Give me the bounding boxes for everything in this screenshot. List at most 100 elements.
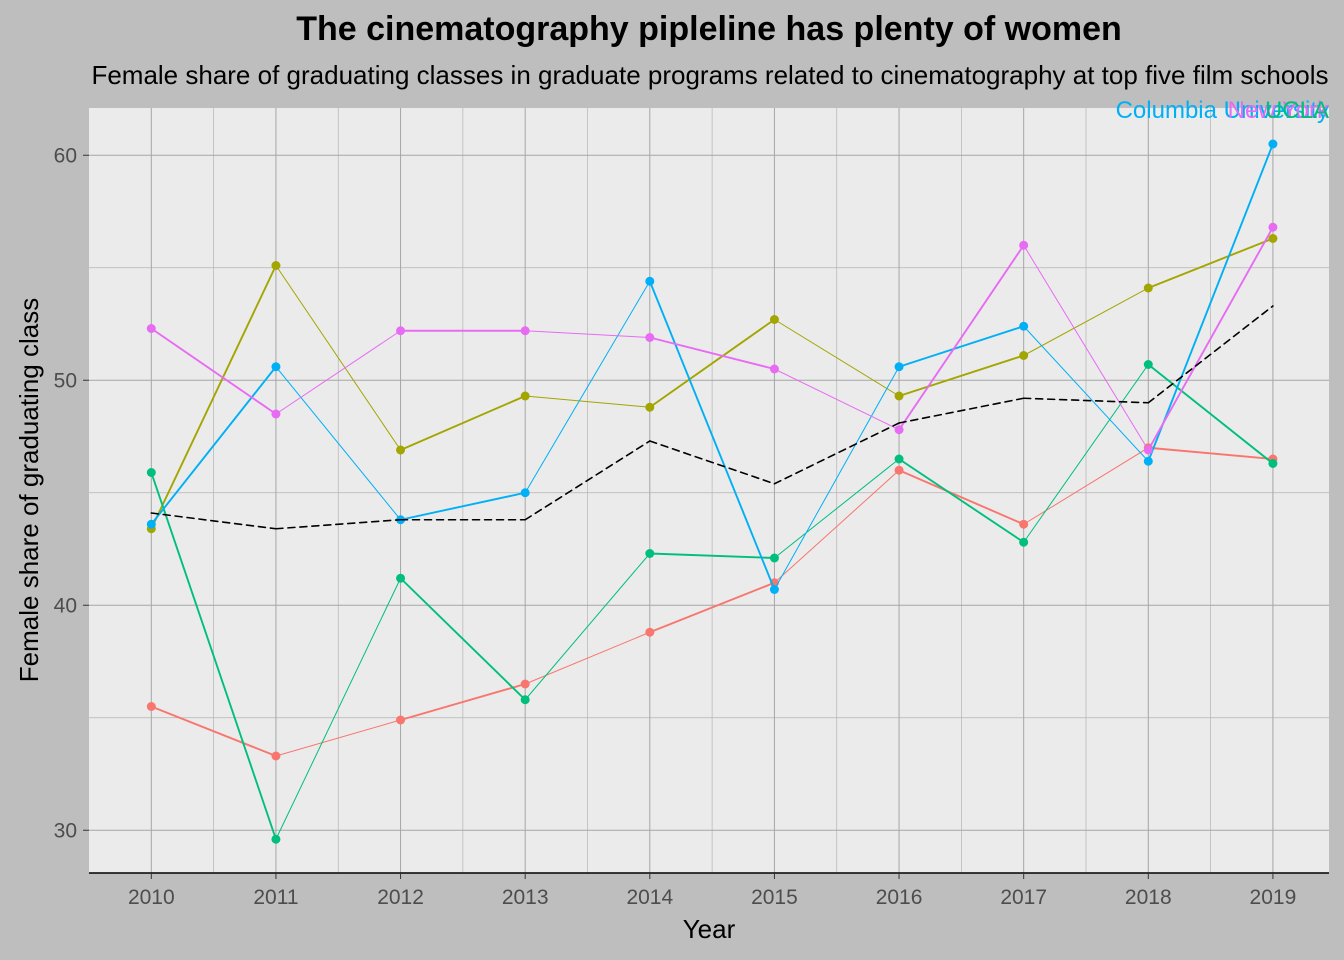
y-tick-label: 40 [54, 594, 77, 617]
data-point [1268, 222, 1278, 232]
plot-panel [89, 108, 1329, 873]
series-segment [1023, 244, 1149, 451]
series-segment [898, 458, 1025, 544]
x-tick-label: 2012 [377, 886, 424, 909]
series-segment [773, 422, 900, 485]
data-point [146, 702, 156, 711]
series-segment [648, 318, 776, 409]
data-point [645, 276, 655, 286]
chart-title: The cinematography pipleline has plenty … [296, 10, 1122, 48]
series-segment [399, 683, 527, 721]
data-point [894, 391, 904, 401]
series-segment [648, 280, 776, 591]
data-point [1019, 537, 1029, 547]
y-tick-label: 50 [54, 369, 77, 392]
series-segment [1023, 364, 1149, 543]
data-point [271, 362, 281, 372]
data-point [769, 553, 779, 563]
series-segment [524, 553, 651, 701]
data-point [520, 391, 530, 401]
series-4 [146, 139, 1278, 594]
series-segment [1023, 447, 1149, 525]
series-segment [150, 365, 277, 526]
series-segment [275, 366, 402, 521]
x-axis-label: Year [683, 914, 736, 944]
series-segment [524, 440, 651, 521]
x-axis-ticks: 2010 2011 2012 2013 2014 2015 2016 2017 2018 2019 [128, 873, 1296, 909]
series-segment [275, 518, 402, 530]
data-point [1019, 519, 1029, 529]
series-annotation: Columbia University [1116, 97, 1329, 124]
y-axis-label: Female share of graduating class [14, 298, 44, 682]
series-segment [1022, 397, 1150, 404]
series-segment [150, 705, 277, 757]
series-segment [1147, 226, 1274, 451]
data-point [645, 402, 655, 412]
series-segment [399, 491, 527, 521]
data-point [645, 549, 655, 558]
series-segment [648, 581, 776, 634]
series-segment [649, 440, 776, 485]
data-point [396, 326, 406, 336]
series-segment [773, 319, 900, 397]
y-axis-ticks: 30 40 50 60 [54, 144, 89, 842]
series-segment [1147, 237, 1274, 289]
series-segment [773, 366, 900, 590]
data-point [271, 409, 281, 419]
data-point [1268, 234, 1278, 243]
series-segment [773, 469, 900, 584]
x-tick-label: 2017 [1000, 886, 1047, 909]
series-segment [898, 244, 1025, 431]
series-3 [146, 360, 1278, 844]
data-point [894, 454, 904, 464]
data-point [894, 362, 904, 372]
series-segment [898, 354, 1025, 397]
x-tick-label: 2014 [626, 886, 673, 909]
series-segment [275, 265, 402, 451]
data-point [1019, 240, 1029, 250]
data-point [1143, 360, 1153, 369]
data-point [271, 261, 281, 270]
series-segment [898, 469, 1025, 526]
data-point [1143, 456, 1153, 466]
data-point [1019, 321, 1029, 331]
x-tick-label: 2016 [876, 886, 923, 909]
series-annotation: UCLA [1265, 97, 1329, 124]
series-5 [146, 222, 1278, 455]
series-segment [524, 280, 651, 494]
data-point [769, 585, 779, 594]
data-point [396, 445, 406, 455]
series-segment [1147, 305, 1274, 404]
y-tick-label: 60 [54, 144, 77, 167]
data-point [396, 573, 406, 583]
series-segment [1147, 143, 1274, 463]
series-segment [524, 330, 651, 338]
series-segment [1023, 287, 1149, 356]
data-point [520, 488, 530, 498]
series-segment [150, 512, 277, 530]
data-point [146, 519, 156, 529]
data-point [271, 751, 281, 761]
x-tick-label: 2011 [253, 886, 298, 909]
series-segment [150, 264, 277, 530]
series-segment [275, 330, 402, 415]
series-layer [146, 139, 1278, 844]
data-point [146, 324, 156, 333]
series-segment [898, 325, 1025, 368]
data-point [396, 715, 406, 725]
series-segment [399, 395, 527, 451]
x-tick-label: 2018 [1125, 886, 1172, 909]
y-tick-label: 30 [54, 819, 77, 842]
data-point [520, 679, 530, 689]
data-point [520, 695, 530, 705]
series-segment [275, 719, 402, 757]
series-segment [275, 577, 402, 840]
series-segment [524, 395, 651, 408]
x-tick-label: 2013 [502, 886, 549, 909]
data-point [894, 465, 904, 475]
series-segment [648, 552, 776, 559]
x-tick-label: 2019 [1250, 886, 1297, 909]
series-annotation: New York [1228, 97, 1330, 124]
